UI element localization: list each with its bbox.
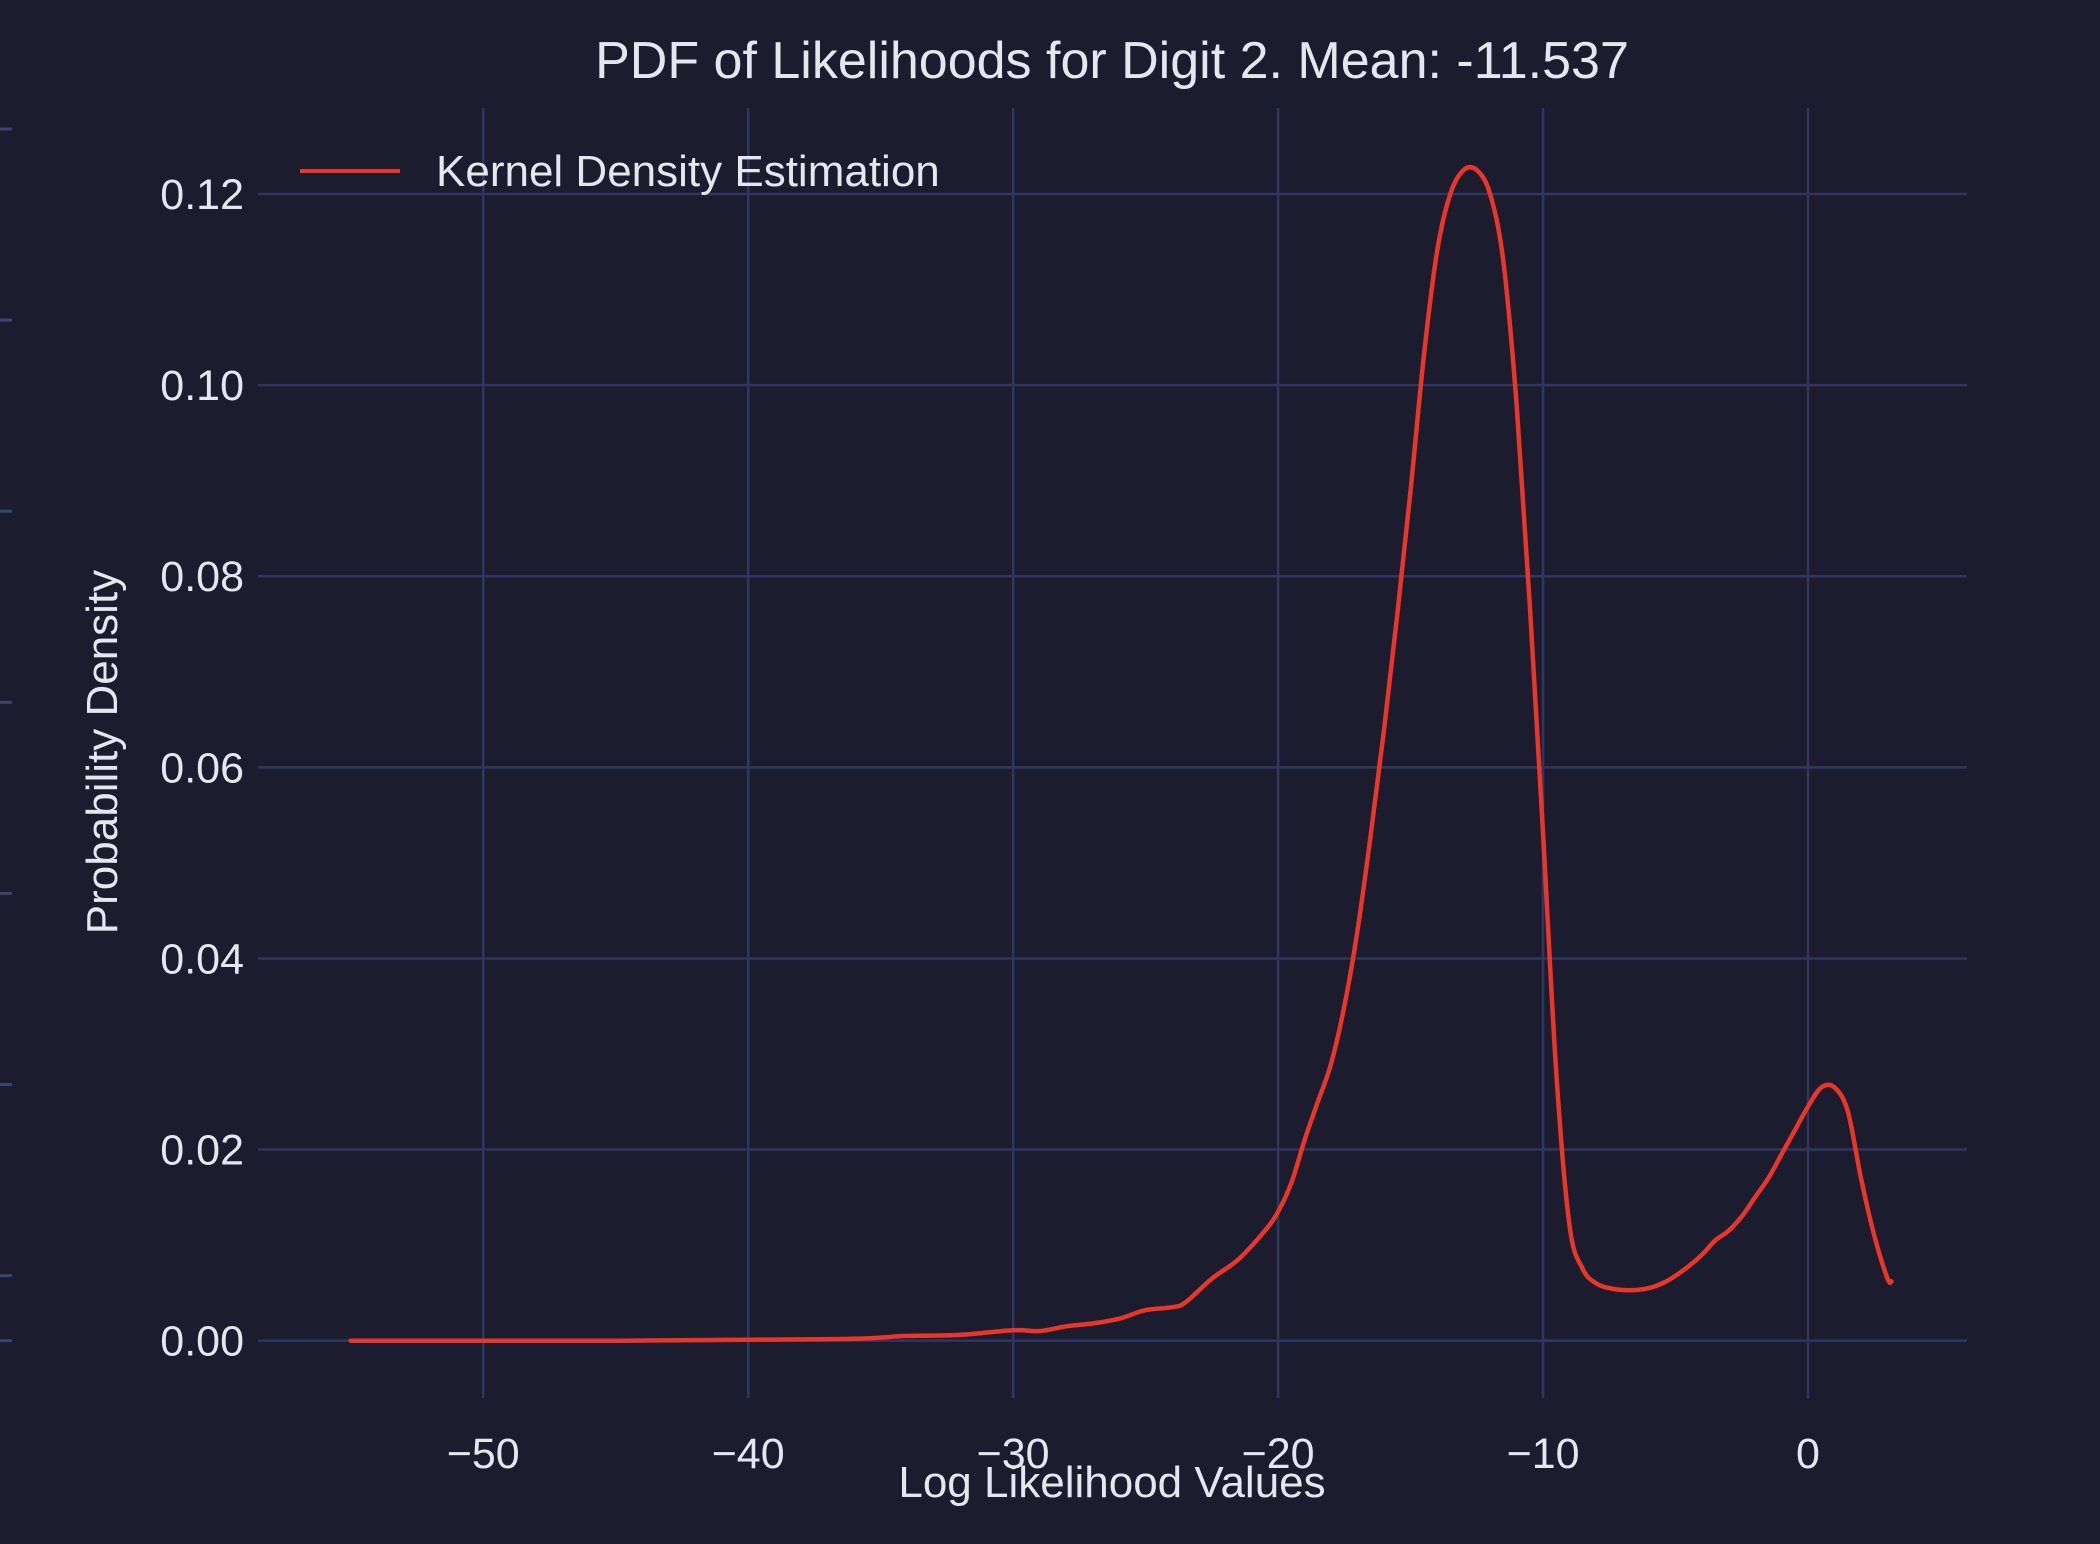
x-tick-labels: −50 −40 −30 −20 −10 0 (447, 1430, 1820, 1478)
x-tick-label: 0 (1796, 1430, 1820, 1478)
series-line-kde (348, 164, 1894, 1343)
y-tick-label: 0.12 (160, 171, 244, 219)
x-tick-label: −20 (1242, 1430, 1315, 1478)
y-axis-label: Probability Density (78, 570, 127, 934)
y-tick-labels: 0.00 0.02 0.04 0.06 0.08 0.10 0.12 (160, 171, 244, 1366)
x-tick-label: −30 (977, 1430, 1050, 1478)
y-tick-label: 0.04 (160, 935, 244, 983)
x-axis-label: Log Likelihood Values (898, 1458, 1325, 1507)
legend-label-kde: Kernel Density Estimation (436, 147, 940, 196)
grid-lines (258, 108, 1967, 1398)
y-tick-label: 0.02 (160, 1127, 244, 1175)
y-tick-label: 0.08 (160, 553, 244, 601)
x-tick-label: −10 (1507, 1430, 1580, 1478)
left-edge-ticks (0, 127, 12, 1343)
chart-title: PDF of Likelihoods for Digit 2. Mean: -1… (595, 32, 1629, 90)
x-tick-label: −50 (447, 1430, 520, 1478)
y-tick-label: 0.10 (160, 362, 244, 410)
x-tick-label: −40 (712, 1430, 785, 1478)
series-lines (348, 164, 1894, 1343)
y-tick-label: 0.06 (160, 744, 244, 792)
legend: Kernel Density Estimation (300, 147, 940, 196)
y-tick-label: 0.00 (160, 1318, 244, 1366)
